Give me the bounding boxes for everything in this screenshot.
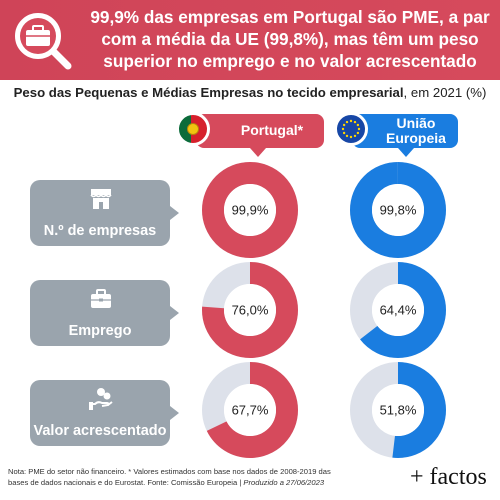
eu-flag-icon (334, 112, 368, 146)
donut-hole (372, 284, 424, 336)
row-label-text: Valor acrescentado (33, 423, 167, 439)
briefcase-icon (91, 289, 111, 308)
portugal-flag-icon (176, 112, 210, 146)
row-label-emprego: Emprego (30, 280, 170, 346)
title-line-1: 99,9% das empresas em Portugal são PME, … (90, 7, 490, 27)
row-label-valor: Valor acrescentado (30, 380, 170, 446)
eu-label-line-1: União (396, 115, 436, 131)
row-label-empresas: N.º de empresas (30, 180, 170, 246)
eu-tab: União Europeia (352, 114, 458, 148)
portugal-tab: Portugal* (196, 114, 324, 148)
data-label: 99,8% (380, 203, 417, 218)
donut-portugal-0: 99,9% (202, 162, 298, 258)
eu-label-line-2: Europeia (386, 130, 446, 146)
footnote: Nota: PME do setor não financeiro. * Val… (8, 466, 403, 488)
donut-portugal-2: 67,7% (202, 362, 298, 458)
data-label: 64,4% (380, 303, 417, 318)
donut-portugal-1: 76,0% (202, 262, 298, 358)
portugal-label: Portugal* (240, 122, 304, 138)
footnote-produced: Produzido a 27/06/2023 (243, 478, 325, 487)
donut-eu-2: 51,8% (350, 362, 446, 458)
subtitle-bold: Peso das Pequenas e Médias Empresas no t… (13, 85, 404, 100)
row-label-text: N.º de empresas (43, 223, 157, 239)
donut-value-arc (350, 262, 446, 358)
chart-subtitle: Peso das Pequenas e Médias Empresas no t… (0, 84, 500, 102)
row-arrow-empresas (170, 206, 179, 220)
data-label: 76,0% (232, 303, 269, 318)
donut-hole (224, 284, 276, 336)
row-arrow-emprego (170, 306, 179, 320)
donut-hole (224, 184, 276, 236)
portugal-tab-pointer (250, 148, 266, 157)
data-label: 99,9% (232, 203, 269, 218)
title-line-2: com a média da UE (99,8%), mas têm um pe… (101, 29, 479, 49)
footnote-line-2: bases de dados nacionais e do Eurostat. … (8, 477, 403, 488)
donut-value-arc (350, 362, 446, 458)
brand-logo: + factos (410, 464, 487, 490)
data-label: 67,7% (232, 403, 269, 418)
donut-hole (372, 384, 424, 436)
eu-label: União Europeia (374, 116, 458, 146)
donut-value-arc (202, 162, 298, 258)
data-label: 51,8% (380, 403, 417, 418)
donut-value-arc (202, 262, 298, 358)
donut-hole (224, 384, 276, 436)
page-title: 99,9% das empresas em Portugal são PME, … (88, 6, 492, 72)
donut-eu-1: 64,4% (350, 262, 446, 358)
title-line-3: superior no emprego e no valor acrescent… (103, 51, 477, 71)
magnifier-briefcase-icon (15, 13, 72, 70)
footnote-line-1: Nota: PME do setor não financeiro. * Val… (8, 467, 331, 476)
subtitle-normal: , em 2021 (%) (403, 85, 487, 100)
donut-value-arc (202, 362, 298, 458)
hand-money-icon (89, 388, 113, 410)
row-label-text: Emprego (68, 323, 132, 339)
store-icon (90, 189, 112, 209)
row-arrow-valor (170, 406, 179, 420)
donut-eu-0: 99,8% (350, 162, 446, 258)
footnote-source: bases de dados nacionais e do Eurostat. … (8, 478, 244, 487)
header-banner: 99,9% das empresas em Portugal são PME, … (0, 0, 500, 80)
eu-tab-pointer (398, 148, 414, 157)
donut-hole (372, 184, 424, 236)
donut-value-arc (350, 162, 446, 258)
